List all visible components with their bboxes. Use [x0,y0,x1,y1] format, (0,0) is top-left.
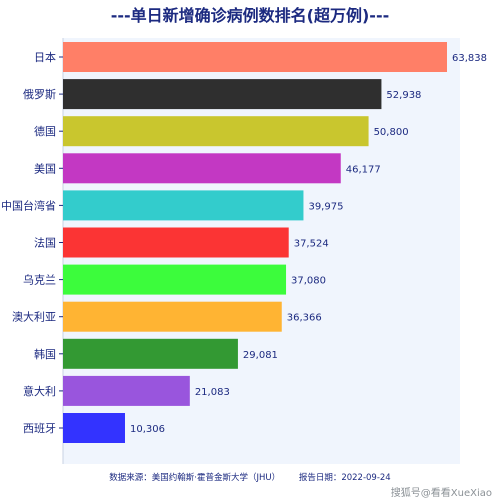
value-label: 21,083 [195,387,230,398]
value-label: 29,081 [243,350,278,361]
bar [63,227,289,258]
category-label: 俄罗斯 [23,88,56,101]
watermark: 搜狐号@看看XueXiao [390,488,492,499]
category-label: 中国台湾省 [1,198,56,212]
report-date: 报告日期：2022-09-24 [298,473,391,483]
category-label: 日本 [34,50,56,64]
category-label: 乌克兰 [23,273,56,287]
category-label: 德国 [34,124,56,138]
category-label: 西班牙 [23,422,56,435]
value-label: 36,366 [287,313,322,324]
bar [63,190,304,221]
category-label: 意大利 [23,384,56,398]
chart-title: ---单日新增确诊病例数排名(超万例)--- [110,6,390,25]
value-label: 37,524 [294,239,329,250]
bar [63,42,447,72]
bar [63,413,125,443]
value-label: 52,938 [386,90,421,101]
value-label: 37,080 [291,276,326,287]
bar [63,301,282,332]
bar [63,375,190,406]
value-label: 10,306 [130,424,165,435]
value-label: 50,800 [374,127,409,138]
footer: 数据来源：美国约翰斯·霍普金斯大学（JHU） 报告日期：2022-09-24 [0,471,500,483]
category-label: 韩国 [34,347,56,361]
bar [63,116,369,147]
category-label: 美国 [34,162,56,175]
bar [63,79,382,110]
bar [63,153,341,184]
value-label: 46,177 [346,164,381,175]
data-source: 数据来源：美国约翰斯·霍普金斯大学（JHU） [109,473,281,483]
value-label: 39,975 [308,201,343,212]
bar [63,338,238,369]
value-label: 63,838 [452,53,487,64]
category-label: 澳大利亚 [12,310,56,324]
category-label: 法国 [34,236,56,250]
bar [63,264,287,295]
